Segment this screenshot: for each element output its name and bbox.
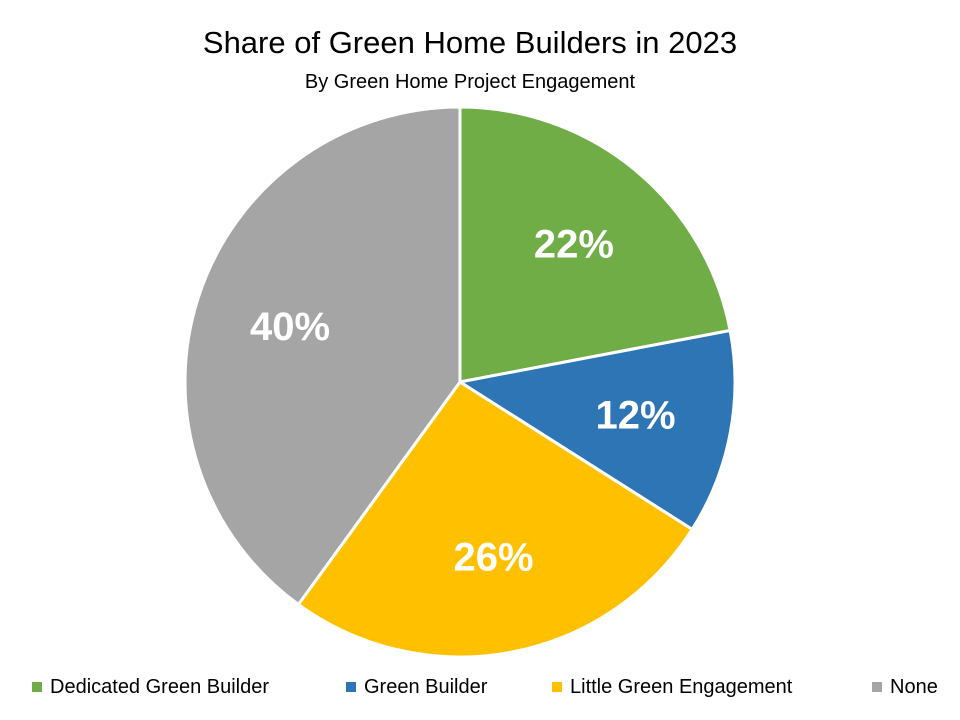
legend-label: None <box>890 676 938 698</box>
pie-slice-little-green-engagement <box>296 380 694 659</box>
pie-labels: 22% 12% 26% 40% <box>250 222 676 579</box>
pie-data-label: 26% <box>453 536 533 580</box>
legend-item-green-builder: Green Builder <box>346 674 487 700</box>
legend-swatch <box>552 682 562 692</box>
chart-legend: Dedicated Green Builder Green Builder Li… <box>0 674 960 702</box>
legend-item-little-green-engagement: Little Green Engagement <box>552 674 792 700</box>
pie-slices <box>183 105 737 659</box>
legend-label: Little Green Engagement <box>570 676 793 698</box>
pie-data-label: 22% <box>534 222 614 266</box>
pie-slice-dedicated-green-builder <box>458 105 732 384</box>
legend-swatch <box>346 682 356 692</box>
pie-data-label: 40% <box>250 305 330 349</box>
pie-slice-green-builder <box>458 328 737 531</box>
legend-item-dedicated-green-builder: Dedicated Green Builder <box>32 674 269 700</box>
legend-swatch <box>32 682 42 692</box>
chart-subtitle: By Green Home Project Engagement <box>304 71 636 93</box>
chart-title: Share of Green Home Builders in 2023 <box>202 25 738 60</box>
pie-data-label: 12% <box>596 393 676 437</box>
legend-label: Dedicated Green Builder <box>50 676 270 698</box>
legend-item-none: None <box>872 674 938 700</box>
pie-slice-none <box>183 105 462 606</box>
legend-label: Green Builder <box>364 676 488 698</box>
legend-swatch <box>872 682 882 692</box>
